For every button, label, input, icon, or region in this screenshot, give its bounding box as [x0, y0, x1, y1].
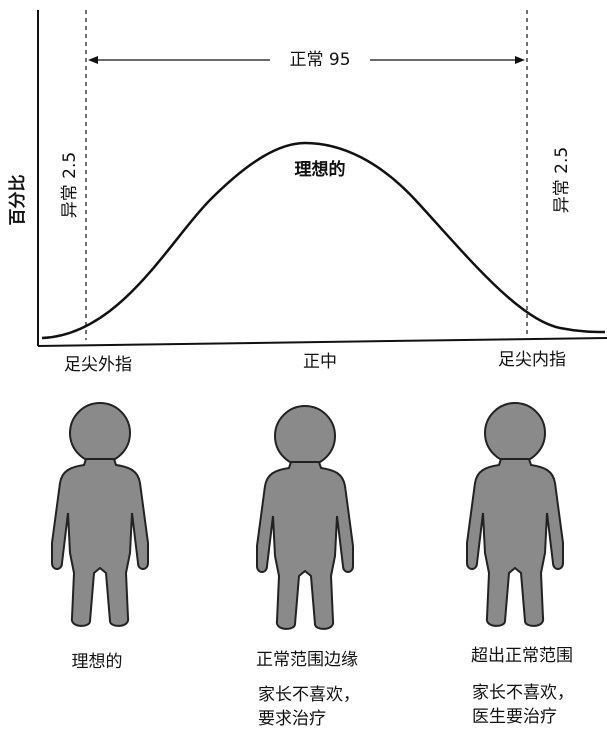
- child-figure: [466, 402, 564, 627]
- child-figure: [256, 405, 354, 630]
- figure-note: 家长不喜欢，: [258, 685, 360, 705]
- curve-label: 理想的: [295, 159, 346, 180]
- y-axis-label: 百分比: [7, 175, 28, 226]
- arrow-head: [515, 56, 525, 64]
- figure-caption: 超出正常范围: [471, 646, 573, 666]
- figures: 理想的 正常范围边缘 超出正常范围 家长不喜欢， 要求治疗 家长不喜欢， 医生要…: [51, 402, 574, 729]
- x-label: 足尖内指: [498, 350, 566, 370]
- normal-range-label: 正常 95: [289, 50, 350, 70]
- x-label: 足尖外指: [64, 355, 132, 375]
- x-label: 正中: [303, 352, 337, 372]
- arrow-head: [88, 56, 98, 64]
- figure-note: 要求治疗: [258, 709, 326, 729]
- child-figure: [51, 402, 149, 627]
- x-axis: [37, 337, 607, 347]
- figure-caption: 正常范围边缘: [256, 650, 358, 670]
- figure-caption: 理想的: [72, 652, 123, 672]
- graph: 正常 95 理想的 百分比 异常 2.5 异常 2.5 足尖外指 正中 足尖内指: [7, 10, 607, 375]
- figure-note: 家长不喜欢，: [472, 683, 574, 703]
- abnormal-left-label: 异常 2.5: [60, 152, 80, 218]
- abnormal-right-label: 异常 2.5: [552, 147, 572, 213]
- bell-curve: [41, 141, 606, 340]
- figure-note: 医生要治疗: [472, 707, 557, 727]
